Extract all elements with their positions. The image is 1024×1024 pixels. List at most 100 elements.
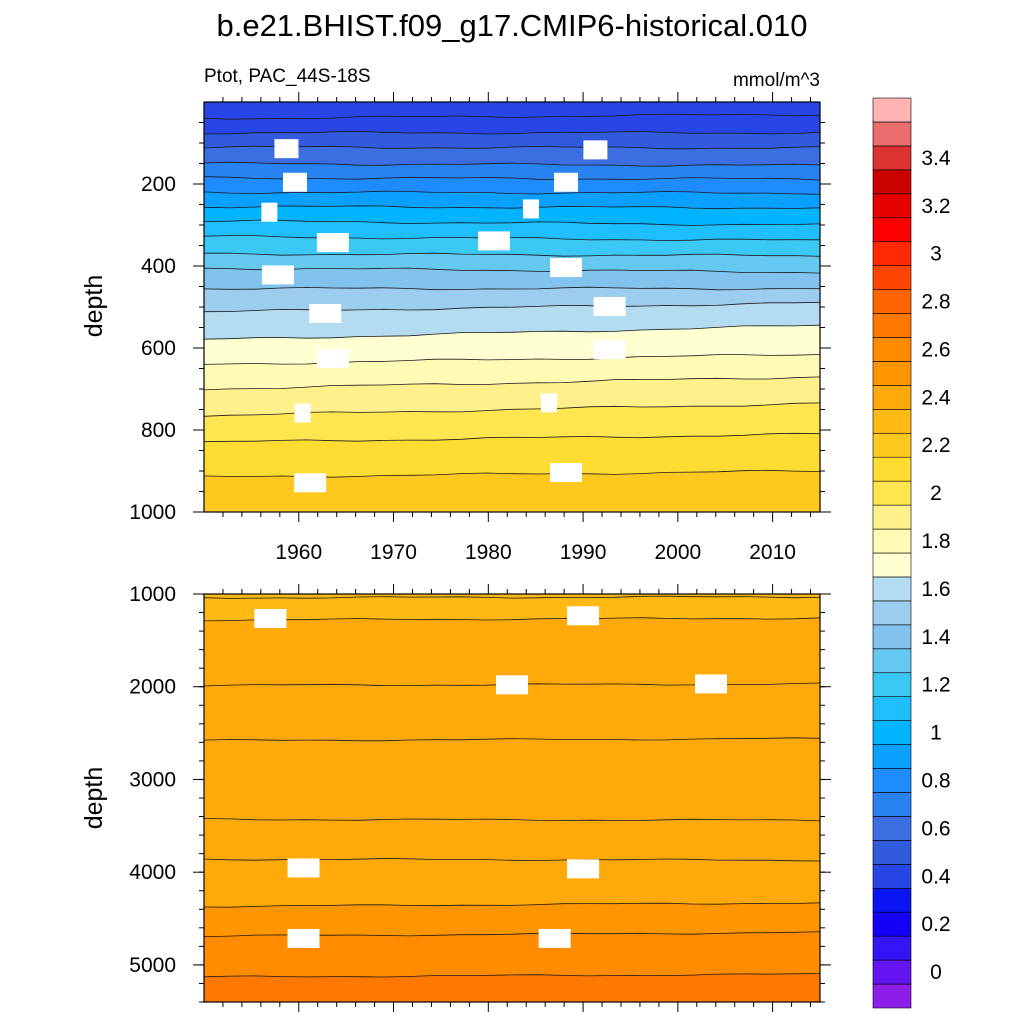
colorbar-swatch: [872, 217, 912, 242]
contour-label-bg: [287, 928, 320, 948]
contour-line-2.3: [203, 595, 821, 599]
y-tick-label: 800: [141, 419, 176, 442]
contour-label-bg: [274, 139, 299, 159]
contour-line-0.7: [203, 161, 821, 167]
colorbar-label: 3.4: [921, 147, 951, 170]
contour-line-1.9: [203, 376, 821, 391]
contour-line-1.7: [203, 324, 821, 340]
colorbar-label: 2.6: [921, 338, 950, 361]
colorbar-swatch: [872, 887, 912, 913]
colorbar-swatch: [872, 696, 912, 721]
colorbar-swatch: [872, 480, 912, 506]
contour-label-bg: [554, 172, 579, 192]
contour-line-1.8: [203, 354, 821, 365]
colorbar-swatch: [872, 265, 912, 290]
x-tick-label: 1980: [465, 541, 512, 564]
contour-line-1: [203, 205, 821, 210]
contour-label-bg: [540, 393, 557, 413]
colorbar-label: 1: [930, 722, 942, 745]
colorbar-label: 0: [930, 961, 942, 984]
contour-label-bg: [316, 349, 349, 369]
y-tick-label: 200: [141, 173, 176, 196]
contour-label-bg: [477, 231, 510, 251]
contour-label-bg: [309, 303, 342, 323]
contour-line-0.45: [203, 113, 821, 120]
colorbar-swatch: [872, 385, 912, 410]
colorbar-swatch: [872, 289, 912, 314]
subtitle-left: Ptot, PAC_44S-18S: [204, 66, 371, 87]
upper-ylabel: depth: [80, 275, 108, 338]
colorbar-swatch: [872, 121, 912, 147]
contour-line-2.4: [203, 737, 821, 742]
colorbar-swatch: [872, 576, 912, 602]
colorbar-swatch: [872, 169, 912, 195]
contour-label-bg: [294, 473, 327, 493]
y-tick-label: 1000: [129, 501, 176, 524]
colorbar-label: 1.6: [921, 578, 950, 601]
colorbar-swatch: [872, 744, 912, 769]
contour-label-bg: [254, 609, 287, 629]
chart-title: b.e21.BHIST.f09_g17.CMIP6-historical.010: [216, 8, 807, 43]
colorbar-label: 2.8: [921, 291, 950, 314]
contour-label-bg: [593, 340, 626, 360]
lower-panel: 1000 2000 3000 4000 5000: [129, 583, 831, 1012]
colorbar-swatch: [872, 840, 912, 865]
subtitle-units: mmol/m^3: [733, 70, 820, 91]
colorbar-swatch: [872, 935, 912, 961]
contour-line-1.2: [203, 235, 821, 242]
contour-label-bg: [282, 172, 307, 192]
y-tick-label: 400: [141, 255, 176, 278]
colorbar-swatch: [872, 432, 912, 458]
contour-line-2.7: [203, 973, 821, 978]
colorbar-label: 2: [930, 482, 942, 505]
contour-label-bg: [593, 297, 626, 316]
contour-label-bg: [567, 606, 600, 626]
colorbar-swatch: [872, 624, 912, 650]
colorbar-swatch: [872, 672, 912, 697]
colorbar-label: 3: [930, 243, 942, 266]
contour-label-bg: [316, 233, 349, 253]
contour-label-bg: [538, 928, 571, 948]
colorbar-swatch: [872, 911, 912, 937]
colorbar-swatch: [872, 552, 912, 578]
contour-label-bg: [583, 140, 608, 160]
x-tick-label: 1990: [560, 541, 607, 564]
colorbar-swatch: [872, 241, 912, 266]
colorbar-swatch: [872, 313, 912, 338]
colorbar-label: 1.4: [921, 626, 951, 649]
y-tick-label: 600: [141, 337, 176, 360]
colorbar-swatch: [872, 864, 912, 889]
contour-line-0.9: [203, 190, 821, 195]
colorbar-label: 1.2: [921, 674, 950, 697]
contour-label-bg: [261, 202, 278, 222]
contour-line-0.6: [203, 145, 821, 150]
colorbar-label: 1.8: [921, 530, 950, 553]
contour-band-2.7: [204, 973, 820, 1002]
contour-line-1.4: [203, 267, 821, 274]
y-tick-label: 3000: [129, 768, 176, 791]
contour-label-bg: [522, 199, 539, 219]
contour-label-bg: [550, 258, 583, 278]
contour-label-bg: [496, 675, 528, 695]
colorbar-swatch: [872, 193, 912, 219]
colorbar-label: 2.2: [921, 434, 950, 457]
contour-line-0.5: [203, 130, 821, 135]
colorbar-swatch: [872, 528, 912, 554]
colorbar: 0 0.2 0.4 0.6 0.8 1 1.2 1.4 1.6 1.8 2 2.2 2.4 2.6 2.8 3…: [872, 97, 951, 1009]
contour-label-bg: [261, 265, 294, 285]
colorbar-swatch: [872, 456, 912, 482]
contour-label-bg: [294, 403, 311, 423]
colorbar-label: 0.8: [921, 770, 950, 793]
lower-ylabel: depth: [80, 767, 108, 830]
contour-line-1.3: [203, 252, 821, 257]
contour-line-1.6: [203, 301, 821, 313]
colorbar-swatch: [872, 337, 912, 362]
colorbar-swatch: [872, 792, 912, 817]
colorbar-label: 2.4: [921, 386, 951, 409]
y-tick-label: 5000: [129, 954, 176, 977]
contour-band-2.2: [204, 470, 820, 512]
colorbar-swatch: [872, 816, 912, 841]
x-tick-label: 1970: [370, 541, 417, 564]
y-tick-label: 4000: [129, 861, 176, 884]
